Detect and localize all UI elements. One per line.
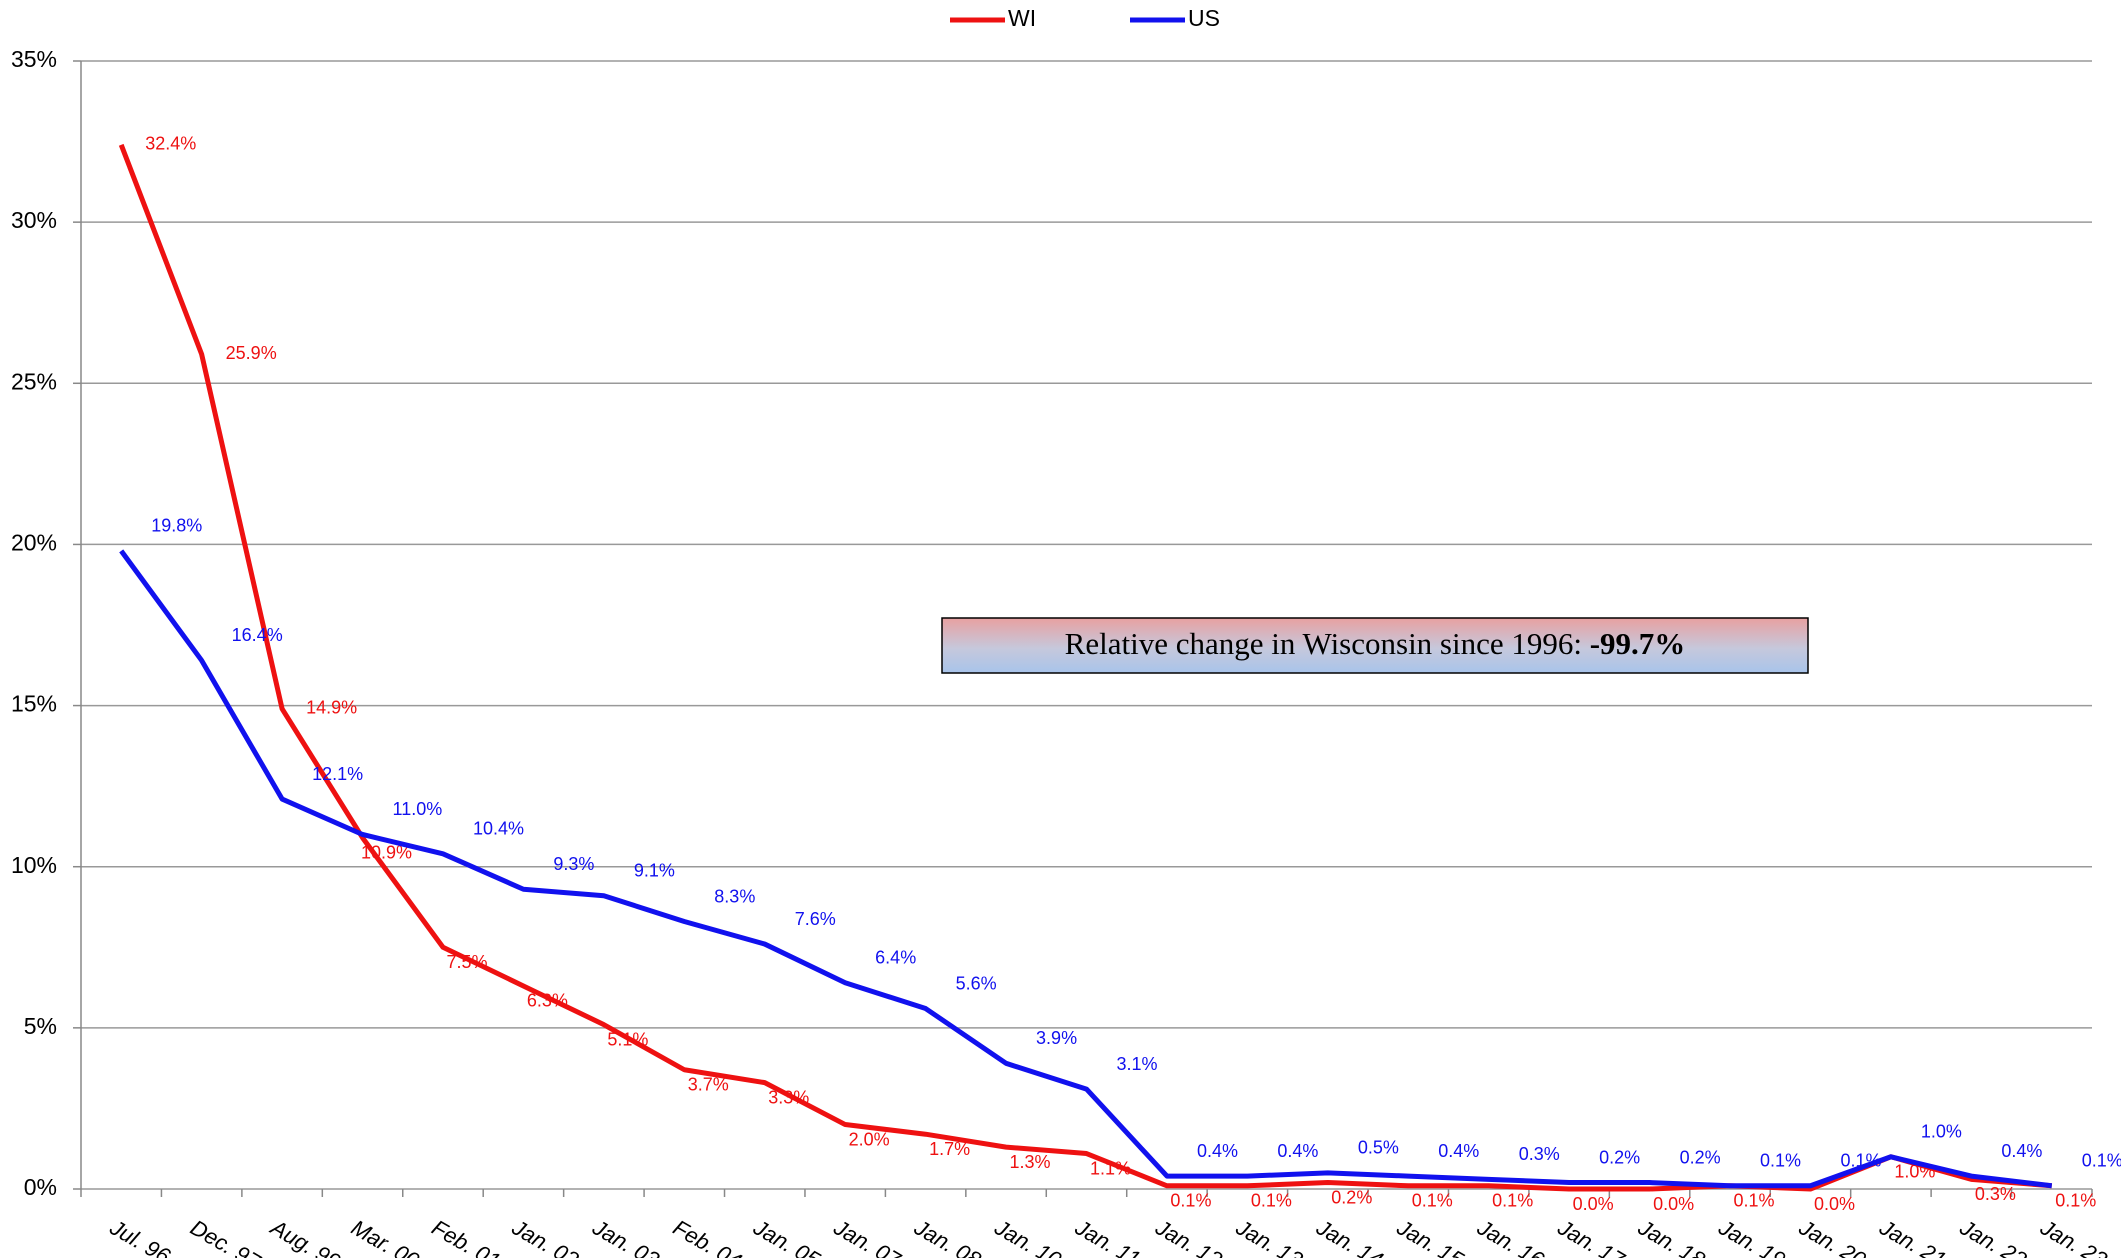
data-label: 3.3% (768, 1087, 809, 1107)
x-tick-label: Jan. 17 (1553, 1214, 1630, 1258)
legend-label: US (1188, 5, 1220, 31)
data-label: 0.1% (1251, 1191, 1292, 1211)
data-label: 3.9% (1036, 1028, 1077, 1048)
data-label: 9.1% (634, 860, 675, 880)
data-label: 0.0% (1573, 1194, 1614, 1214)
x-tick-label: Jul. 96 (105, 1214, 175, 1258)
data-label: 0.2% (1599, 1147, 1640, 1167)
x-tick-label: Jan. 15 (1392, 1214, 1469, 1258)
data-label: 3.7% (688, 1075, 729, 1095)
data-label: 0.0% (1653, 1194, 1694, 1214)
x-tick-label: Jan. 23 (2036, 1214, 2113, 1258)
data-label: 0.1% (1412, 1191, 1453, 1211)
x-tick-label: Jan. 21 (1875, 1214, 1951, 1258)
data-label: 0.4% (2001, 1141, 2042, 1161)
data-label: 10.9% (361, 842, 412, 862)
data-label: 3.1% (1117, 1054, 1158, 1074)
data-label: 5.1% (607, 1029, 648, 1049)
data-label: 1.7% (929, 1139, 970, 1159)
data-label: 6.4% (875, 947, 916, 967)
data-label: 25.9% (226, 343, 277, 363)
x-tick-label: Jan. 13 (1231, 1214, 1308, 1258)
data-label: 1.0% (1921, 1122, 1962, 1142)
data-label: 0.1% (1734, 1191, 1775, 1211)
series-line (119, 549, 2053, 1189)
data-label: 6.3% (527, 991, 568, 1011)
y-tick-label: 15% (11, 691, 57, 717)
x-tick-label: Jan. 16 (1472, 1214, 1549, 1258)
data-label: 7.5% (446, 952, 487, 972)
x-tick-label: Jan. 19 (1714, 1214, 1790, 1258)
x-tick-label: Jan. 07 (829, 1214, 906, 1258)
data-label: 0.3% (1519, 1144, 1560, 1164)
data-label: 1.3% (1010, 1152, 1051, 1172)
x-tick-label: Jan. 18 (1633, 1214, 1710, 1258)
data-label: 10.4% (473, 819, 524, 839)
x-tick-label: Aug. 99 (265, 1214, 345, 1258)
data-label: 11.0% (393, 799, 443, 819)
data-label: 19.8% (151, 516, 202, 536)
data-label: 0.1% (1760, 1151, 1801, 1171)
x-tick-label: Jan. 03 (588, 1214, 665, 1258)
annotation-box (941, 617, 1809, 674)
x-tick-label: Jan. 11 (1070, 1214, 1144, 1258)
data-label: 2.0% (849, 1129, 890, 1149)
data-label: 0.1% (1840, 1151, 1881, 1171)
y-tick-label: 5% (24, 1013, 57, 1039)
y-tick-label: 10% (11, 852, 57, 878)
data-label: 12.1% (312, 764, 363, 784)
y-tick-label: 25% (11, 368, 57, 394)
legend-label: WI (1008, 5, 1036, 31)
x-tick-label: Dec. 97 (186, 1215, 265, 1258)
x-tick-label: Mar. 00 (347, 1215, 424, 1258)
data-label: 14.9% (306, 698, 357, 718)
y-tick-label: 20% (11, 530, 57, 556)
data-label: 0.1% (2055, 1191, 2096, 1211)
data-label: 0.1% (1170, 1191, 1211, 1211)
data-label: 0.4% (1277, 1141, 1318, 1161)
data-label: 0.2% (1331, 1187, 1372, 1207)
y-tick-label: 0% (24, 1174, 57, 1200)
data-label: 9.3% (553, 854, 594, 874)
data-label: 8.3% (714, 886, 755, 906)
annotation: Relative change in Wisconsin since 1996:… (1065, 626, 1686, 661)
data-label: 0.0% (1814, 1194, 1855, 1214)
data-label: 0.4% (1197, 1141, 1238, 1161)
y-tick-label: 35% (11, 46, 57, 72)
x-tick-label: Jan. 02 (507, 1214, 583, 1258)
data-label: 0.3% (1975, 1184, 2016, 1204)
data-label: 5.6% (956, 973, 997, 993)
annotation-text: Relative change in Wisconsin since 1996: (1065, 626, 1590, 661)
data-label: 0.1% (2082, 1151, 2121, 1171)
x-tick-label: Jan. 10 (990, 1214, 1067, 1258)
data-label: 16.4% (232, 625, 283, 645)
data-label: 0.4% (1438, 1141, 1479, 1161)
data-label: 1.1% (1090, 1158, 1131, 1178)
x-tick-label: Jan. 08 (909, 1214, 986, 1258)
data-label: 0.2% (1680, 1147, 1721, 1167)
x-tick-label: Jan. 05 (748, 1214, 825, 1258)
data-label: 0.1% (1492, 1191, 1533, 1211)
x-tick-label: Jan. 12 (1151, 1214, 1227, 1258)
x-tick-label: Jan. 22 (1955, 1214, 2031, 1258)
y-tick-label: 30% (11, 207, 57, 233)
x-tick-label: Jan. 20 (1794, 1214, 1871, 1258)
x-tick-label: Feb. 01 (428, 1215, 505, 1258)
data-label: 32.4% (145, 134, 196, 154)
data-label: 0.5% (1358, 1138, 1399, 1158)
data-label: 7.6% (795, 909, 836, 929)
x-tick-label: Jan. 14 (1312, 1214, 1388, 1258)
x-tick-label: Feb. 04 (669, 1215, 746, 1258)
annotation-emphasis: -99.7% (1590, 626, 1686, 661)
